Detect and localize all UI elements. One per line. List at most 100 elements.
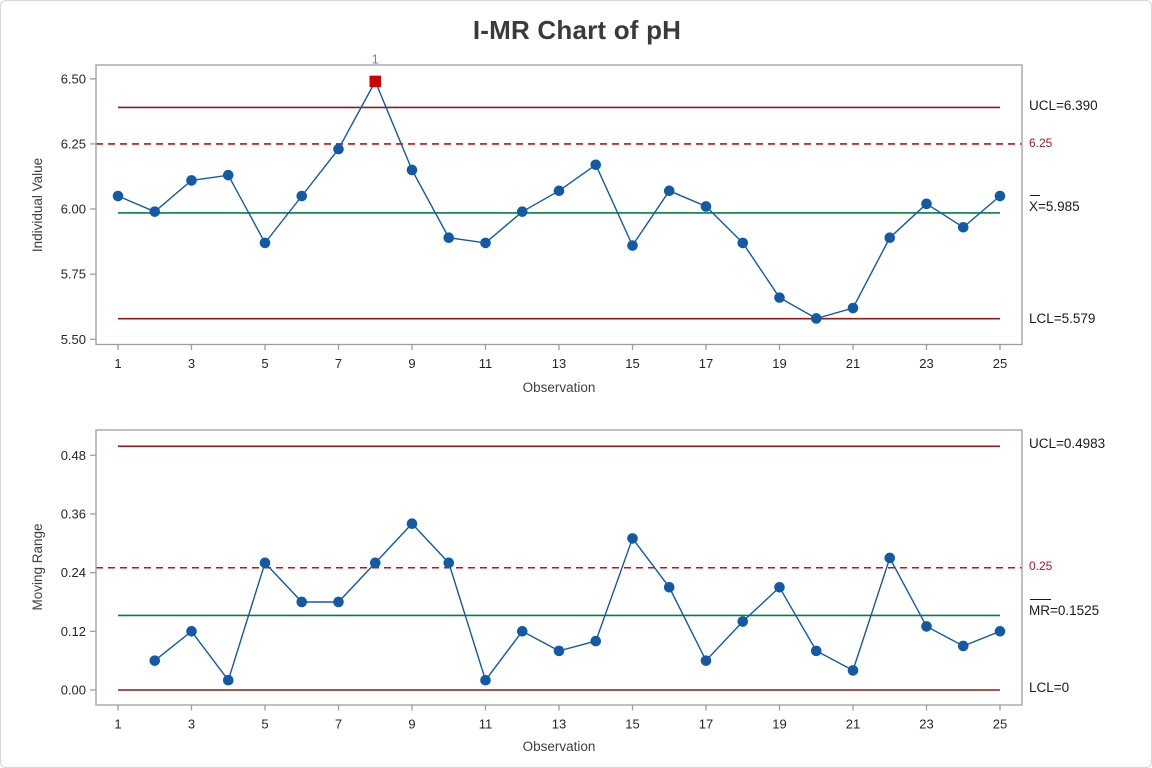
mrbar-overline: [1030, 599, 1051, 600]
x-tick-label: 1: [114, 356, 121, 371]
x-tick-label: 25: [993, 717, 1007, 732]
lcl-label-individuals: LCL=5.579: [1029, 311, 1096, 326]
data-point[interactable]: [700, 655, 712, 666]
x-tick-label: 3: [188, 356, 195, 371]
data-point[interactable]: [957, 640, 969, 652]
x-tick-label: 5: [261, 356, 268, 371]
data-point[interactable]: [149, 655, 161, 666]
center-label-moving-range: MR=0.1525: [1029, 599, 1099, 620]
data-point[interactable]: [480, 237, 491, 249]
data-point[interactable]: [921, 198, 932, 210]
out-of-control-point[interactable]: [369, 75, 382, 88]
data-point[interactable]: [222, 674, 234, 686]
x-tick-label: 7: [335, 717, 342, 732]
series-line[interactable]: [117, 79, 1001, 320]
data-point[interactable]: [149, 206, 161, 217]
x-tick-label: 13: [552, 717, 566, 732]
data-point[interactable]: [296, 190, 308, 202]
x-tick-label: 3: [188, 717, 195, 732]
data-point[interactable]: [590, 635, 602, 647]
data-point[interactable]: [994, 190, 1006, 202]
data-point[interactable]: [957, 221, 969, 233]
y-axis-title-individuals: Individual Value: [30, 157, 45, 253]
data-point[interactable]: [443, 557, 455, 569]
x-tick-label: 25: [993, 356, 1007, 371]
data-point[interactable]: [700, 201, 712, 212]
x-tick-label: 11: [479, 717, 493, 732]
y-tick-label: 0.00: [61, 683, 86, 698]
data-point[interactable]: [369, 557, 381, 569]
lcl-label-moving-range: LCL=0: [1029, 680, 1070, 695]
data-point[interactable]: [259, 237, 271, 249]
center-label-individuals: X=5.985: [1029, 195, 1080, 216]
x-tick-label: 13: [552, 356, 566, 371]
data-point[interactable]: [884, 232, 896, 244]
data-point[interactable]: [186, 626, 197, 637]
x-tick-label: 19: [772, 717, 786, 732]
data-point[interactable]: [480, 674, 491, 686]
x-tick-label: 15: [625, 717, 639, 732]
x-tick-label: 1: [114, 717, 121, 732]
x-tick-label: 19: [772, 356, 786, 371]
test-failure-flag: 1: [372, 52, 379, 66]
data-point[interactable]: [186, 175, 197, 186]
data-point[interactable]: [737, 237, 749, 249]
series-line[interactable]: [154, 522, 1001, 682]
data-point[interactable]: [222, 169, 234, 181]
x-tick-label: 17: [699, 717, 713, 732]
data-point[interactable]: [884, 552, 896, 564]
data-point[interactable]: [810, 313, 822, 324]
y-tick-label: 5.50: [61, 332, 86, 347]
data-point[interactable]: [627, 240, 638, 251]
data-point[interactable]: [590, 159, 602, 171]
data-point[interactable]: [516, 626, 528, 637]
x-tick-label: 9: [408, 356, 415, 371]
data-point[interactable]: [112, 190, 124, 202]
y-tick-label: 0.24: [61, 565, 86, 580]
x-tick-label: 23: [919, 356, 933, 371]
data-point[interactable]: [406, 164, 418, 176]
x-tick-label: 5: [261, 717, 268, 732]
data-point[interactable]: [259, 557, 271, 569]
data-point[interactable]: [296, 596, 308, 608]
x-tick-label: 15: [625, 356, 639, 371]
data-point[interactable]: [516, 206, 528, 217]
data-point[interactable]: [553, 645, 565, 657]
x-tick-label: 23: [919, 717, 933, 732]
data-point[interactable]: [994, 626, 1006, 637]
x-tick-label: 7: [335, 356, 342, 371]
page-title: I-MR Chart of pH: [472, 15, 682, 45]
data-point[interactable]: [333, 143, 344, 155]
y-tick-label: 6.25: [61, 136, 86, 151]
spec-label-individuals: 6.25: [1029, 136, 1053, 150]
data-point[interactable]: [774, 292, 785, 303]
x-tick-label: 21: [846, 356, 860, 371]
y-axis-title-moving-range: Moving Range: [30, 523, 45, 611]
data-point[interactable]: [663, 582, 675, 593]
data-point[interactable]: [847, 665, 859, 676]
ucl-label-moving-range: UCL=0.4983: [1029, 436, 1106, 451]
ucl-label-individuals: UCL=6.390: [1029, 98, 1098, 113]
data-point[interactable]: [737, 616, 749, 627]
data-point[interactable]: [774, 582, 785, 593]
y-tick-label: 0.12: [61, 624, 86, 639]
x-axis-title-moving-range: Observation: [522, 739, 596, 754]
data-point[interactable]: [663, 185, 675, 197]
spec-label-moving-range: 0.25: [1029, 559, 1053, 573]
data-point[interactable]: [847, 302, 859, 314]
x-tick-label: 21: [846, 717, 860, 732]
data-point[interactable]: [810, 645, 822, 657]
y-tick-label: 6.00: [61, 202, 86, 217]
y-tick-label: 0.48: [61, 448, 86, 463]
data-point[interactable]: [627, 533, 638, 544]
y-tick-label: 6.50: [61, 71, 86, 86]
data-point[interactable]: [406, 518, 418, 530]
x-tick-label: 9: [408, 717, 415, 732]
y-tick-label: 0.36: [61, 507, 86, 522]
data-point[interactable]: [333, 596, 344, 608]
data-point[interactable]: [921, 621, 932, 632]
data-point[interactable]: [443, 232, 455, 244]
data-point[interactable]: [553, 185, 565, 197]
y-tick-label: 5.75: [61, 267, 86, 282]
